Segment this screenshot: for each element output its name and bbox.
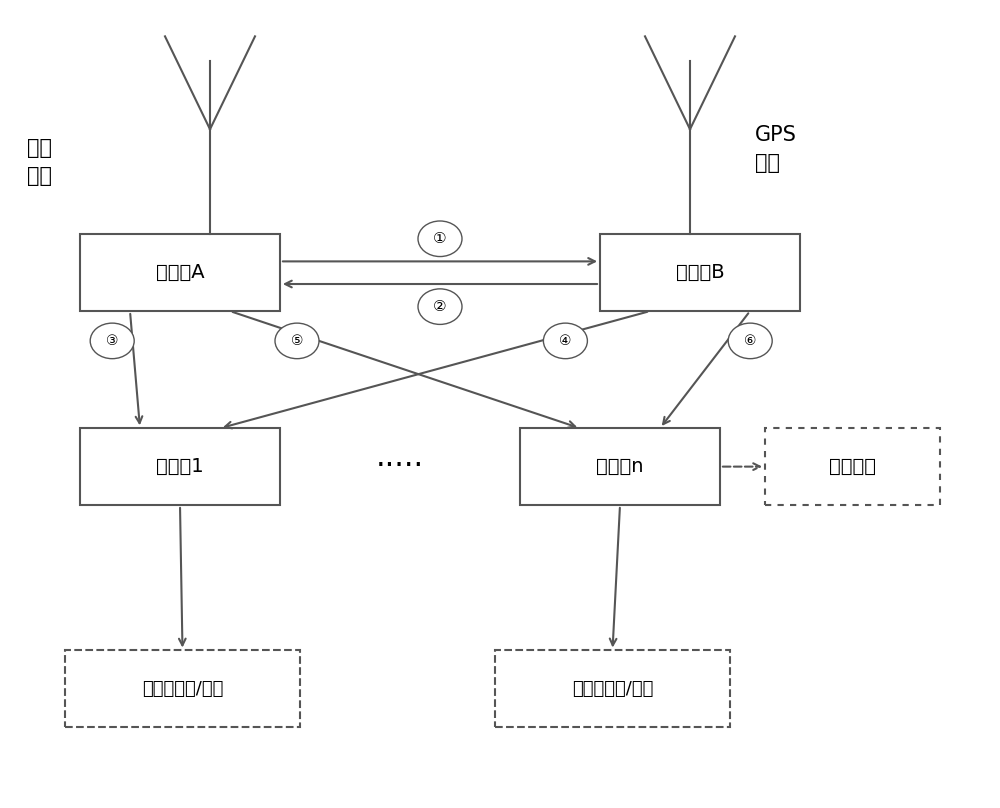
Text: 北斗
卫星: 北斗 卫星 bbox=[28, 137, 52, 186]
Text: ③: ③ bbox=[106, 334, 118, 348]
Bar bbox=[600, 234, 800, 311]
Text: 其它时钟: 其它时钟 bbox=[829, 457, 876, 476]
Text: GPS
卫星: GPS 卫星 bbox=[755, 125, 797, 174]
Bar bbox=[80, 234, 280, 311]
Bar bbox=[765, 428, 940, 505]
Text: 主时钟B: 主时钟B bbox=[676, 263, 724, 282]
Text: ⑤: ⑤ bbox=[291, 334, 303, 348]
Text: ④: ④ bbox=[559, 334, 572, 348]
Circle shape bbox=[418, 221, 462, 256]
Text: 从时钟n: 从时钟n bbox=[596, 457, 644, 476]
Circle shape bbox=[728, 323, 772, 359]
Bar bbox=[80, 428, 280, 505]
Text: 从时钟1: 从时钟1 bbox=[156, 457, 204, 476]
Bar bbox=[495, 650, 730, 727]
Text: ②: ② bbox=[433, 299, 447, 314]
Bar bbox=[65, 650, 300, 727]
Text: 主时钟A: 主时钟A bbox=[156, 263, 204, 282]
Circle shape bbox=[543, 323, 587, 359]
Bar bbox=[520, 428, 720, 505]
Text: ·····: ····· bbox=[376, 452, 424, 481]
Text: ①: ① bbox=[433, 231, 447, 246]
Circle shape bbox=[275, 323, 319, 359]
Text: ⑥: ⑥ bbox=[744, 334, 756, 348]
Text: 被授时设备/系统: 被授时设备/系统 bbox=[572, 680, 653, 698]
Circle shape bbox=[418, 289, 462, 325]
Text: 被授时设备/系统: 被授时设备/系统 bbox=[142, 680, 223, 698]
Circle shape bbox=[90, 323, 134, 359]
